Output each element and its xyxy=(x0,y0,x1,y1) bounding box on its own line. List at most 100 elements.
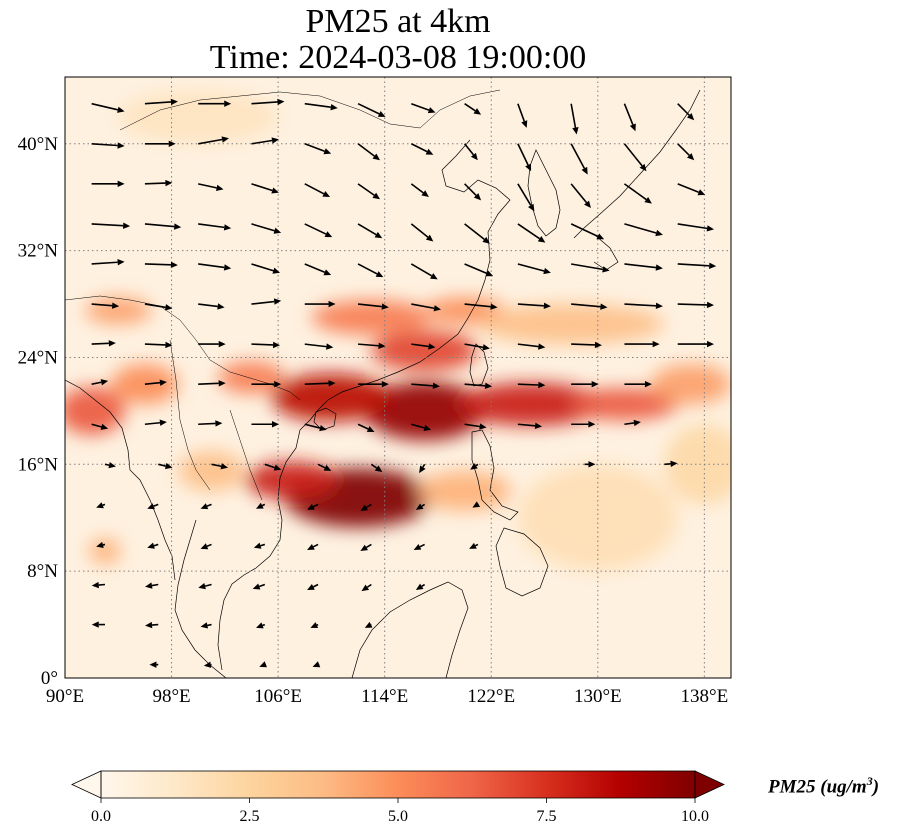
wind-arrow xyxy=(469,542,479,549)
wind-arrow xyxy=(357,183,381,200)
wind-arrow xyxy=(624,340,660,348)
wind-arrow xyxy=(517,183,535,212)
wind-arrow xyxy=(677,223,715,232)
lon-tick-label: 130°E xyxy=(574,686,622,707)
wind-arrow xyxy=(198,263,232,271)
wind-arrow xyxy=(144,98,178,106)
wind-arrow xyxy=(96,541,106,549)
wind-arrow xyxy=(91,423,109,430)
wind-arrow xyxy=(677,103,695,121)
wind-arrow xyxy=(410,223,434,242)
wind-arrow xyxy=(304,102,338,111)
lat-tick-label: 8°N xyxy=(27,561,58,582)
wind-arrow xyxy=(91,102,125,113)
wind-arrow xyxy=(357,342,386,349)
coastline-bohai xyxy=(441,139,511,261)
coastline-thailand-malay xyxy=(174,519,227,678)
pm25-patch xyxy=(651,364,731,405)
pm25-patch xyxy=(311,300,432,335)
coastlines xyxy=(65,89,701,678)
wind-arrow xyxy=(464,423,487,430)
pm25-patch xyxy=(417,470,512,512)
pm25-patch xyxy=(111,364,179,405)
wind-arrow xyxy=(251,263,281,274)
coastline-indochina xyxy=(217,429,301,671)
lon-tick-label: 114°E xyxy=(361,686,408,707)
wind-arrow xyxy=(411,343,436,350)
wind-arrow xyxy=(571,263,610,273)
wind-arrow xyxy=(677,143,695,161)
wind-arrow xyxy=(304,143,332,155)
wind-arrow xyxy=(198,303,225,310)
wind-arrow xyxy=(145,582,159,589)
wind-arrow xyxy=(211,463,229,470)
wind-arrow xyxy=(357,102,386,117)
wind-arrow xyxy=(623,103,636,132)
wind-arrow xyxy=(361,583,372,592)
wind-arrow xyxy=(419,463,426,474)
wind-arrow xyxy=(517,343,546,350)
pm25-patch xyxy=(244,461,339,500)
wind-arrow xyxy=(251,183,279,194)
lon-tick-label: 122°E xyxy=(467,686,515,707)
wind-arrow xyxy=(304,263,332,276)
wind-arrow xyxy=(677,262,717,269)
wind-arrow xyxy=(410,263,438,280)
wind-arrow xyxy=(677,301,715,309)
axis-tick-labels: 90°E 98°E 106°E 114°E 122°E 130°E 138°E 0° 8°N 16… xyxy=(18,134,729,707)
pm25-patch xyxy=(118,90,279,144)
coastline-mindanao-visayas xyxy=(495,527,549,597)
wind-arrow xyxy=(91,621,105,628)
wind-arrow xyxy=(256,502,266,509)
wind-arrow xyxy=(144,223,182,230)
wind-arrow xyxy=(410,143,434,155)
wind-arrow xyxy=(304,223,333,238)
lon-tick-label: 138°E xyxy=(681,686,729,707)
wind-arrow xyxy=(145,621,159,629)
pm25-patch xyxy=(178,450,245,492)
wind-arrow xyxy=(144,341,173,349)
pm25-patch xyxy=(517,464,678,572)
wind-arrow xyxy=(259,661,267,668)
wind-arrow xyxy=(360,503,372,511)
pm25-field xyxy=(65,90,731,572)
wind-arrow xyxy=(517,302,551,309)
wind-arrow xyxy=(256,622,266,629)
wind-arrow xyxy=(198,183,224,191)
colorbar-tick-label: 5.0 xyxy=(388,808,408,825)
pm25-patch xyxy=(218,361,285,394)
colorbar-tick-label: 7.5 xyxy=(537,808,557,825)
wind-arrow xyxy=(464,382,493,390)
wind-arrow xyxy=(91,142,125,149)
wind-arrow xyxy=(304,183,331,198)
wind-arrow xyxy=(357,303,389,310)
gridlines xyxy=(65,77,731,678)
wind-arrow xyxy=(91,222,131,229)
wind-arrow xyxy=(464,303,498,310)
wind-arrow xyxy=(664,460,678,467)
wind-arrow xyxy=(251,341,281,349)
wind-arrow xyxy=(253,542,266,549)
wind-arrow xyxy=(677,183,706,196)
lat-tick-label: 40°N xyxy=(18,134,59,155)
wind-arrow xyxy=(571,303,608,310)
wind-arrow xyxy=(570,223,605,240)
wind-arrow xyxy=(198,223,232,231)
coastline-korea xyxy=(527,149,561,237)
wind-arrow xyxy=(104,462,116,469)
wind-arrow xyxy=(517,103,528,128)
wind-arrow xyxy=(624,380,652,388)
wind-vectors xyxy=(91,98,717,668)
lon-tick-label: 90°E xyxy=(46,686,84,707)
wind-arrow xyxy=(200,622,212,629)
wind-arrow xyxy=(464,183,482,201)
wind-arrow xyxy=(251,298,282,305)
colorbar-ticks: 0.0 2.5 5.0 7.5 10.0 xyxy=(91,798,709,825)
wind-arrow xyxy=(517,263,551,275)
wind-arrow xyxy=(304,343,334,350)
wind-arrow xyxy=(472,501,481,508)
colorbar-extend-max xyxy=(694,770,725,799)
coastline-borneo xyxy=(351,581,469,678)
pm25-patch xyxy=(84,297,152,325)
wind-arrow xyxy=(304,300,336,308)
